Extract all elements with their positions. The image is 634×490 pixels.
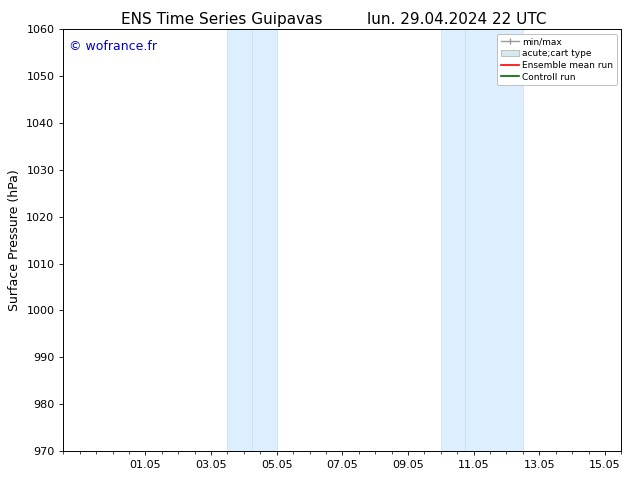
Text: © wofrance.fr: © wofrance.fr (69, 40, 157, 53)
Bar (465, 29, 523, 451)
Legend: min/max, acute;cart type, Ensemble mean run, Controll run: min/max, acute;cart type, Ensemble mean … (497, 34, 617, 85)
Text: ENS Time Series Guipavas: ENS Time Series Guipavas (121, 12, 323, 27)
Bar (441, 29, 465, 451)
Bar (228, 29, 252, 451)
Y-axis label: Surface Pressure (hPa): Surface Pressure (hPa) (8, 169, 21, 311)
Text: lun. 29.04.2024 22 UTC: lun. 29.04.2024 22 UTC (366, 12, 547, 27)
Bar (252, 29, 276, 451)
